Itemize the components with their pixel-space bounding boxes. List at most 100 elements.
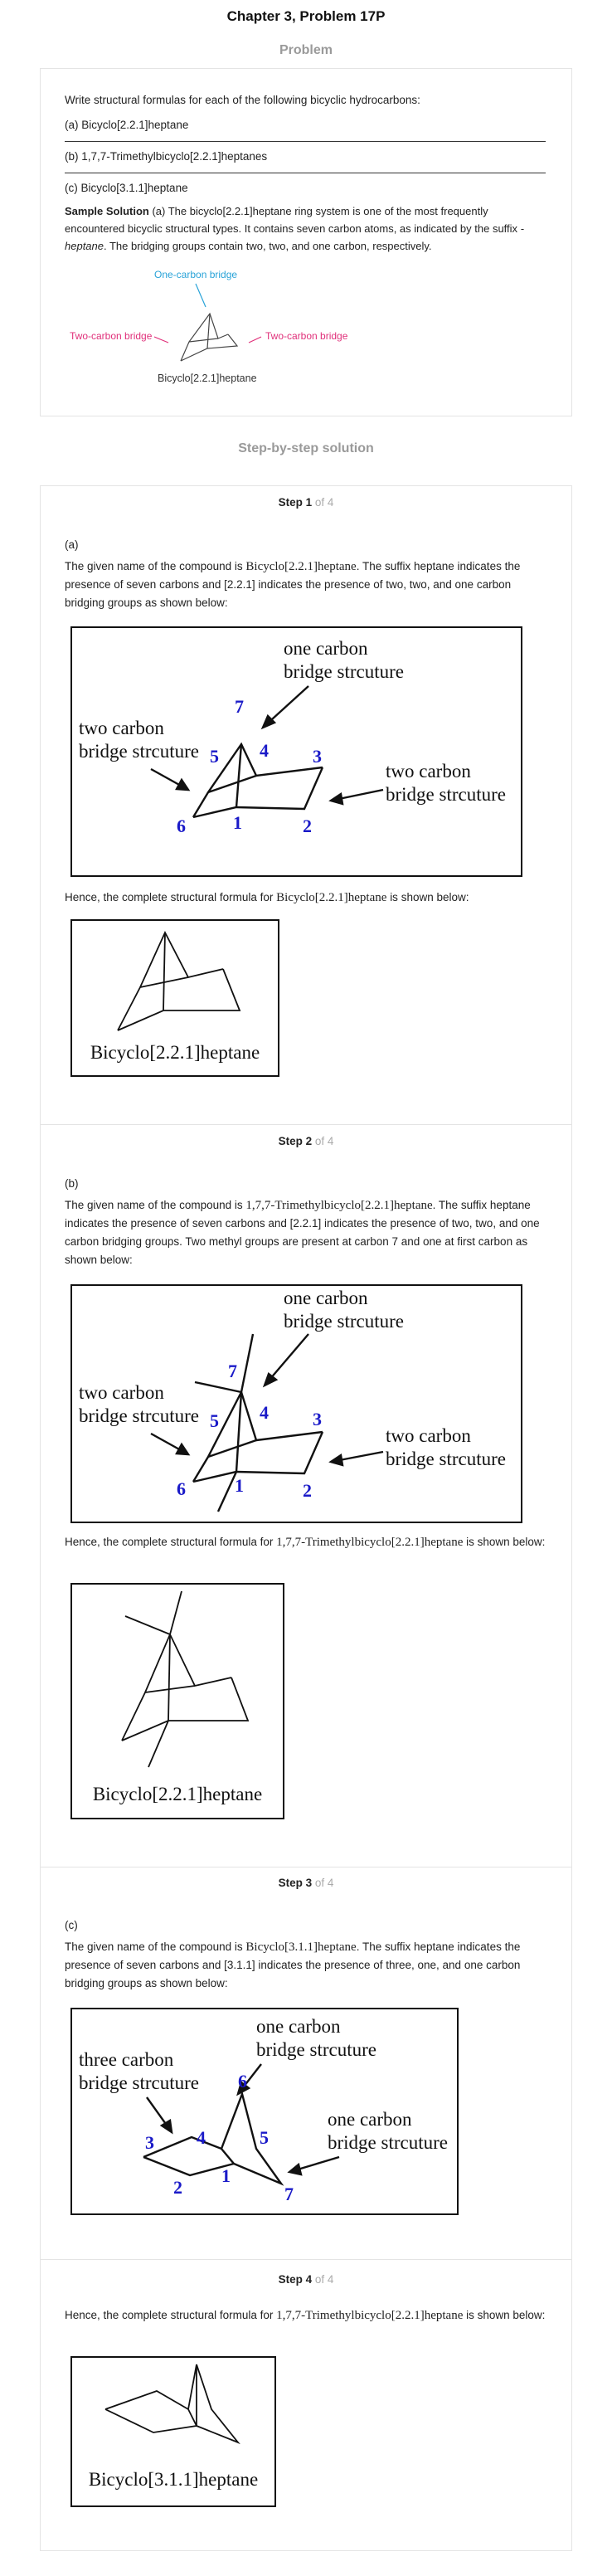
page-title: Chapter 3, Problem 17P — [226, 8, 386, 24]
sample-figure-caption: Bicyclo[2.2.1]heptane — [158, 373, 257, 384]
carbon-number: 2 — [303, 816, 312, 836]
one-carbon-label: bridge strcuture — [328, 2132, 448, 2153]
step-4-structure-figure: Bicyclo[3.1.1]heptane — [70, 2356, 276, 2507]
two-carbon-label: bridge strcuture — [79, 741, 199, 762]
text: . The suffix heptane indicates the prese… — [65, 1941, 521, 1989]
text: . The suffix heptane indicates the prese… — [65, 1199, 540, 1266]
step-3-text: The given name of the compound is Bicycl… — [65, 1938, 551, 1993]
step-of: of 4 — [314, 2273, 334, 2286]
text: Hence, the complete structural formula f… — [65, 1536, 274, 1548]
carbon-number: 2 — [303, 1480, 312, 1501]
text: The given name of the compound is — [65, 1941, 243, 1953]
one-carbon-bridge-label: One-carbon bridge — [154, 269, 237, 280]
solution-heading: Step-by-step solution — [238, 441, 374, 455]
step-1-text: The given name of the compound is Bicycl… — [65, 558, 551, 612]
problem-part-b: (b) 1,7,7-Trimethylbicyclo[2.2.1]heptane… — [65, 150, 268, 163]
compound-name: 1,7,7-Trimethylbicyclo[2.2.1]heptane — [276, 2309, 464, 2322]
step-2-hence: Hence, the complete structural formula f… — [65, 1533, 551, 1551]
trimethyl-structure-svg — [121, 1590, 250, 1768]
step-of: of 4 — [314, 496, 334, 509]
divider — [65, 141, 546, 142]
text: is shown below: — [390, 891, 469, 903]
text: . The suffix heptane indicates the prese… — [65, 560, 521, 609]
step-4-heading: Step 4 of 4 — [0, 2273, 612, 2286]
step-label: Step 1 — [278, 496, 313, 509]
one-carbon-label: one carbon — [256, 2016, 341, 2037]
step-3-bridge-diagram: one carbon bridge strcuture three carbon… — [70, 2008, 459, 2215]
text: The given name of the compound is — [65, 560, 243, 572]
one-carbon-label: bridge strcuture — [284, 661, 404, 682]
sample-solution: Sample Solution (a) The bicyclo[2.2.1]he… — [65, 202, 551, 255]
compound-name: Bicyclo[3.1.1]heptane — [245, 1941, 357, 1954]
carbon-number: 5 — [210, 1410, 219, 1431]
carbon-number: 7 — [284, 2184, 294, 2204]
step-4-hence: Hence, the complete structural formula f… — [65, 2306, 551, 2325]
step-3-part: (c) — [65, 1919, 78, 1931]
structure-label: Bicyclo[2.2.1]heptane — [92, 1784, 263, 1804]
two-carbon-bridge-left-label: Two-carbon bridge — [70, 330, 153, 342]
step-2-heading: Step 2 of 4 — [0, 1135, 612, 1147]
norbornane-bridge-svg: one carbon bridge strcuture two carbon b… — [79, 638, 506, 836]
structure-label: Bicyclo[3.1.1]heptane — [88, 2469, 259, 2490]
problem-card — [40, 68, 572, 416]
step-1-part: (a) — [65, 538, 79, 551]
step-label: Step 3 — [278, 1877, 313, 1889]
carbon-number: 7 — [235, 696, 244, 717]
three-carbon-label: three carbon — [79, 2049, 174, 2070]
step-of: of 4 — [314, 1877, 334, 1889]
one-carbon-label: one carbon — [284, 1288, 368, 1308]
carbon-number: 4 — [260, 1402, 269, 1423]
step-1-structure-figure: Bicyclo[2.2.1]heptane — [70, 919, 279, 1077]
step-1-hence: Hence, the complete structural formula f… — [65, 889, 551, 907]
two-carbon-label: two carbon — [79, 718, 164, 738]
divider — [40, 2259, 572, 2260]
two-carbon-bridge-right-label: Two-carbon bridge — [265, 330, 348, 342]
carbon-number: 4 — [260, 740, 269, 761]
solution-card — [40, 485, 572, 2551]
text: is shown below: — [466, 2309, 546, 2321]
two-carbon-label: two carbon — [79, 1382, 164, 1403]
carbon-number: 3 — [313, 746, 322, 767]
carbon-number: 1 — [221, 2165, 231, 2186]
step-label: Step 2 — [278, 1135, 313, 1147]
one-carbon-label: bridge strcuture — [256, 2039, 376, 2060]
trimethyl-bridge-svg: one carbon bridge strcuture two carbon b… — [79, 1288, 506, 1512]
compound-name: 1,7,7-Trimethylbicyclo[2.2.1]heptane — [276, 1536, 464, 1549]
sample-label: Sample Solution — [65, 205, 149, 217]
structure-label: Bicyclo[2.2.1]heptane — [90, 1042, 260, 1063]
carbon-number: 2 — [173, 2177, 182, 2198]
sample-suffix: -heptane — [65, 222, 524, 252]
bicyclo311-structure-svg — [104, 2364, 240, 2445]
one-carbon-label: bridge strcuture — [284, 1311, 404, 1332]
compound-name: Bicyclo[2.2.1]heptane — [245, 560, 357, 573]
norbornane-structure-svg — [117, 930, 241, 1031]
problem-heading: Problem — [279, 43, 333, 57]
step-of: of 4 — [314, 1135, 334, 1147]
step-1-heading: Step 1 of 4 — [0, 496, 612, 509]
sample-text: (a) The bicyclo[2.2.1]heptane ring syste… — [65, 205, 521, 235]
compound-name: Bicyclo[2.2.1]heptane — [276, 891, 387, 904]
carbon-number: 6 — [238, 2071, 247, 2091]
text: Hence, the complete structural formula f… — [65, 891, 274, 903]
text: The given name of the compound is — [65, 1199, 243, 1211]
two-carbon-label: bridge strcuture — [386, 784, 506, 805]
two-carbon-label: bridge strcuture — [386, 1449, 506, 1469]
text: Hence, the complete structural formula f… — [65, 2309, 274, 2321]
two-carbon-label: two carbon — [386, 1425, 471, 1446]
carbon-number: 3 — [313, 1409, 322, 1429]
divider — [40, 1124, 572, 1125]
one-carbon-label: one carbon — [284, 638, 368, 659]
one-carbon-label: one carbon — [328, 2109, 412, 2130]
step-2-structure-figure: Bicyclo[2.2.1]heptane — [70, 1583, 284, 1819]
sample-norbornane-figure: One-carbon bridge Two-carbon bridge Two-… — [70, 269, 348, 384]
problem-part-a: (a) Bicyclo[2.2.1]heptane — [65, 119, 189, 131]
step-2-part: (b) — [65, 1177, 79, 1190]
carbon-number: 6 — [177, 816, 186, 836]
step-label: Step 4 — [278, 2273, 313, 2286]
carbon-number: 4 — [197, 2127, 206, 2148]
carbon-number: 3 — [145, 2132, 154, 2153]
two-carbon-label: bridge strcuture — [79, 1405, 199, 1426]
step-1-bridge-diagram: one carbon bridge strcuture two carbon b… — [70, 626, 522, 877]
step-3-heading: Step 3 of 4 — [0, 1877, 612, 1889]
carbon-number: 1 — [233, 812, 242, 833]
